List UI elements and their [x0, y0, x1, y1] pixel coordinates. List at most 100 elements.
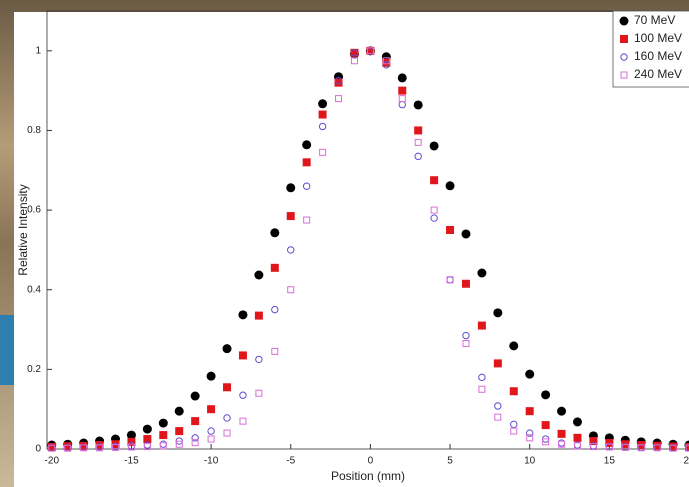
data-point [47, 443, 56, 452]
data-point [462, 331, 470, 340]
data-point [318, 122, 327, 131]
data-point [64, 444, 72, 452]
data-point [287, 286, 295, 294]
data-point [494, 402, 502, 410]
data-point [493, 359, 502, 368]
data-point [318, 99, 328, 109]
data-point [175, 427, 184, 436]
data-point [430, 214, 438, 222]
data-point [286, 183, 296, 193]
data-point [222, 344, 232, 354]
data-point [350, 57, 358, 65]
data-point [541, 421, 550, 430]
y-tick-label: 0 [35, 444, 41, 455]
data-point [207, 435, 215, 443]
data-point [637, 444, 645, 452]
data-point [669, 444, 677, 452]
legend-label: 70 MeV [634, 13, 675, 27]
data-point [271, 305, 279, 314]
data-point [429, 141, 439, 151]
data-point [413, 100, 423, 110]
data-point [462, 339, 470, 347]
data-point [302, 158, 311, 167]
data-point [207, 427, 215, 435]
data-point [398, 95, 406, 103]
x-tick-label: -20 [45, 456, 60, 467]
data-point [589, 443, 597, 451]
data-point [79, 441, 88, 450]
data-point [287, 246, 295, 254]
data-point [302, 140, 312, 150]
figure-background [14, 12, 689, 487]
data-point [158, 418, 168, 428]
data-point [430, 176, 439, 185]
x-tick-label: 15 [604, 456, 616, 467]
data-point [589, 437, 598, 446]
data-point [510, 420, 518, 429]
data-point [525, 369, 535, 379]
data-point [477, 268, 487, 278]
data-point [446, 276, 454, 284]
data-point [366, 47, 374, 55]
data-point [510, 427, 518, 435]
legend-label: 240 MeV [634, 67, 682, 81]
x-tick-label: -10 [204, 456, 219, 467]
data-point [175, 440, 183, 448]
data-point [557, 429, 566, 438]
y-tick-label: 1 [35, 45, 41, 56]
legend-marker [620, 35, 628, 43]
data-point [174, 406, 184, 416]
legend-marker [619, 16, 629, 26]
data-point [478, 373, 486, 382]
data-point [318, 110, 327, 119]
data-point [335, 95, 343, 103]
data-point [112, 443, 120, 451]
x-axis-label: Position (mm) [331, 469, 405, 483]
data-point [191, 417, 200, 426]
data-point [206, 371, 216, 381]
data-point [430, 206, 438, 214]
data-point [223, 414, 231, 422]
data-point [558, 440, 566, 448]
data-point [493, 308, 503, 318]
data-point [96, 444, 104, 452]
y-tick-label: 0.6 [27, 205, 41, 216]
data-point [303, 216, 311, 224]
data-point [509, 341, 519, 351]
data-point [190, 391, 200, 401]
data-point [254, 311, 263, 320]
data-point [526, 434, 534, 442]
data-point [414, 138, 422, 146]
legend-marker [620, 53, 628, 61]
data-point [446, 226, 455, 234]
data-point [142, 424, 152, 434]
legend-marker [620, 71, 628, 79]
x-tick-label: 5 [447, 456, 453, 467]
data-point [159, 442, 167, 450]
data-point [685, 444, 689, 452]
data-point [685, 443, 689, 452]
data-point [621, 443, 629, 451]
x-tick-label: 0 [368, 456, 374, 467]
data-point [461, 279, 470, 288]
data-point [159, 431, 168, 440]
data-point [669, 442, 678, 451]
data-point [445, 181, 455, 191]
data-point [191, 439, 199, 447]
data-point [478, 385, 486, 393]
data-point [270, 263, 279, 272]
blue-panel [0, 315, 14, 385]
data-point [302, 182, 311, 190]
data-point [127, 443, 135, 451]
data-point [461, 229, 471, 239]
plot-frame [46, 10, 689, 450]
y-axis-label: Relative Intensity [16, 184, 30, 275]
data-point [254, 270, 264, 280]
data-point [494, 413, 502, 421]
y-tick-label: 0.2 [27, 364, 41, 375]
data-point [350, 48, 359, 57]
data-point [557, 406, 567, 416]
data-point [366, 46, 375, 55]
data-point [223, 429, 231, 437]
